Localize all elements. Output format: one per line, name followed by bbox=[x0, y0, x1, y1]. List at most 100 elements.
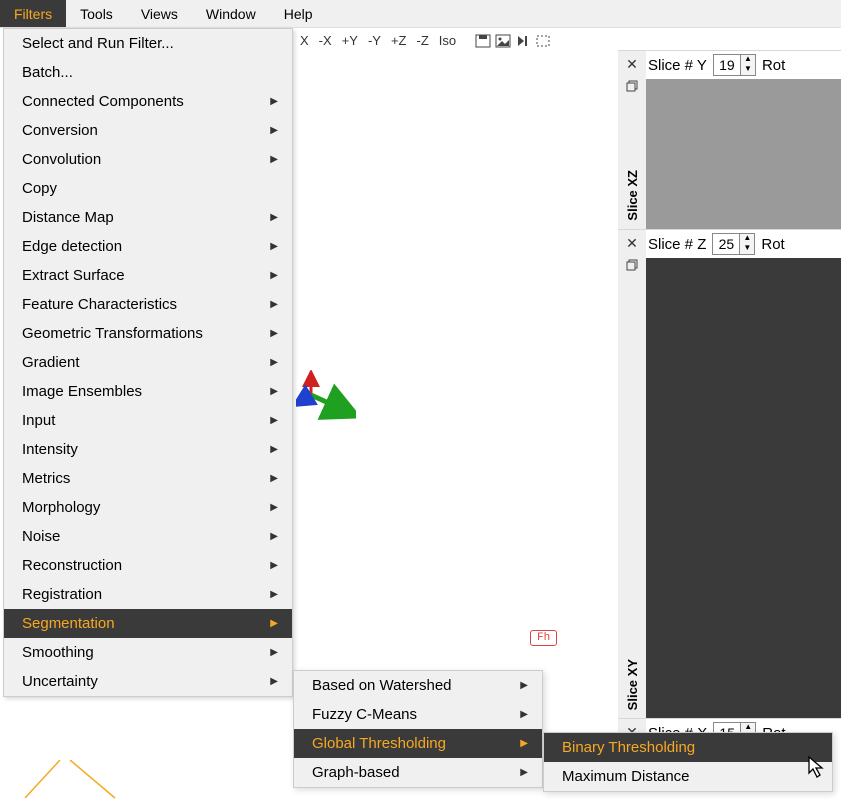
submenu-arrow-icon: ▶ bbox=[270, 502, 278, 513]
submenu-arrow-icon: ▶ bbox=[270, 618, 278, 629]
globalthresh-item-0[interactable]: Binary Thresholding bbox=[544, 733, 832, 762]
close-icon[interactable]: ✕ bbox=[623, 55, 641, 73]
axis-btn-ny[interactable]: -Y bbox=[364, 31, 385, 50]
restore-icon[interactable] bbox=[623, 256, 641, 274]
segmentation-item-3[interactable]: Graph-based▶ bbox=[294, 758, 542, 787]
filters-item-5[interactable]: Copy bbox=[4, 174, 292, 203]
segmentation-item-2[interactable]: Global Thresholding▶ bbox=[294, 729, 542, 758]
filters-label: Edge detection bbox=[22, 238, 122, 255]
globalthresh-item-1[interactable]: Maximum Distance bbox=[544, 762, 832, 791]
canvas-xz[interactable] bbox=[646, 79, 841, 229]
filters-item-16[interactable]: Morphology▶ bbox=[4, 493, 292, 522]
close-icon[interactable]: ✕ bbox=[623, 234, 641, 252]
filters-label: Batch... bbox=[22, 64, 73, 81]
menu-tools[interactable]: Tools bbox=[66, 0, 127, 27]
submenu-arrow-icon: ▶ bbox=[270, 96, 278, 107]
filters-label: Reconstruction bbox=[22, 557, 122, 574]
filters-label: Conversion bbox=[22, 122, 98, 139]
submenu-arrow-icon: ▶ bbox=[270, 444, 278, 455]
filters-item-13[interactable]: Input▶ bbox=[4, 406, 292, 435]
filters-label: Metrics bbox=[22, 470, 70, 487]
filters-label: Convolution bbox=[22, 151, 101, 168]
menu-views[interactable]: Views bbox=[127, 0, 192, 27]
filters-item-2[interactable]: Connected Components ▶ bbox=[4, 87, 292, 116]
segmentation-item-0[interactable]: Based on Watershed ▶ bbox=[294, 671, 542, 700]
segmentation-label: Based on Watershed bbox=[312, 677, 452, 694]
menu-window[interactable]: Window bbox=[192, 0, 270, 27]
submenu-arrow-icon: ▶ bbox=[520, 738, 528, 749]
globalthresh-label: Maximum Distance bbox=[562, 768, 690, 785]
filters-item-21[interactable]: Smoothing▶ bbox=[4, 638, 292, 667]
rot-label-xy: Rot bbox=[761, 236, 784, 253]
decorative-lines bbox=[20, 760, 140, 800]
submenu-arrow-icon: ▶ bbox=[270, 473, 278, 484]
logo-fh: Fh bbox=[530, 630, 557, 646]
axis-btn-x[interactable]: X bbox=[296, 31, 313, 50]
filters-item-15[interactable]: Metrics ▶ bbox=[4, 464, 292, 493]
axis-btn-iso[interactable]: Iso bbox=[435, 31, 460, 50]
filters-item-18[interactable]: Reconstruction▶ bbox=[4, 551, 292, 580]
filters-item-7[interactable]: Edge detection ▶ bbox=[4, 232, 292, 261]
filters-label: Gradient bbox=[22, 354, 80, 371]
globalthresh-label: Binary Thresholding bbox=[562, 739, 695, 756]
submenu-arrow-icon: ▶ bbox=[270, 299, 278, 310]
save-icon[interactable] bbox=[474, 33, 492, 49]
slice-y-spinner[interactable]: ▲▼ bbox=[713, 54, 756, 76]
mouse-cursor-icon bbox=[807, 755, 827, 779]
menu-filters[interactable]: Filters bbox=[0, 0, 66, 27]
filters-item-0[interactable]: Select and Run Filter... bbox=[4, 29, 292, 58]
panel-xy: ✕ Slice XY Slice # Z ▲▼ Rot bbox=[618, 229, 841, 718]
filters-label: Connected Components bbox=[22, 93, 184, 110]
submenu-arrow-icon: ▶ bbox=[520, 680, 528, 691]
filters-item-19[interactable]: Registration▶ bbox=[4, 580, 292, 609]
filters-item-12[interactable]: Image Ensembles▶ bbox=[4, 377, 292, 406]
spin-down-icon[interactable]: ▼ bbox=[740, 244, 754, 254]
filters-label: Select and Run Filter... bbox=[22, 35, 174, 52]
filters-item-1[interactable]: Batch... bbox=[4, 58, 292, 87]
menu-help[interactable]: Help bbox=[270, 0, 327, 27]
submenu-arrow-icon: ▶ bbox=[270, 328, 278, 339]
slice-z-spinner[interactable]: ▲▼ bbox=[712, 233, 755, 255]
rot-label-xz: Rot bbox=[762, 57, 785, 74]
filters-item-4[interactable]: Convolution▶ bbox=[4, 145, 292, 174]
restore-icon[interactable] bbox=[623, 77, 641, 95]
view-toolbar: X -X +Y -Y +Z -Z Iso bbox=[296, 31, 552, 50]
filters-label: Image Ensembles bbox=[22, 383, 142, 400]
axis-widget bbox=[296, 370, 356, 430]
filters-item-8[interactable]: Extract Surface▶ bbox=[4, 261, 292, 290]
submenu-arrow-icon: ▶ bbox=[270, 676, 278, 687]
panel-title-xy: Slice XY bbox=[625, 659, 640, 710]
filters-item-3[interactable]: Conversion▶ bbox=[4, 116, 292, 145]
axis-btn-nz[interactable]: -Z bbox=[412, 31, 432, 50]
filters-item-14[interactable]: Intensity▶ bbox=[4, 435, 292, 464]
submenu-arrow-icon: ▶ bbox=[270, 589, 278, 600]
filters-item-9[interactable]: Feature Characteristics▶ bbox=[4, 290, 292, 319]
axis-btn-pz[interactable]: +Z bbox=[387, 31, 411, 50]
filters-item-6[interactable]: Distance Map▶ bbox=[4, 203, 292, 232]
panel-title-xz: Slice XZ bbox=[625, 170, 640, 221]
filters-item-11[interactable]: Gradient ▶ bbox=[4, 348, 292, 377]
filters-item-10[interactable]: Geometric Transformations▶ bbox=[4, 319, 292, 348]
submenu-arrow-icon: ▶ bbox=[520, 709, 528, 720]
skip-icon[interactable] bbox=[514, 33, 532, 49]
select-icon[interactable] bbox=[534, 33, 552, 49]
canvas-xy[interactable] bbox=[646, 258, 841, 718]
menubar: Filters Tools Views Window Help bbox=[0, 0, 841, 28]
image-icon[interactable] bbox=[494, 33, 512, 49]
spin-down-icon[interactable]: ▼ bbox=[741, 65, 755, 75]
axis-btn-nx[interactable]: -X bbox=[315, 31, 336, 50]
slice-y-value[interactable] bbox=[714, 57, 740, 73]
slice-label-z: Slice # Z bbox=[648, 236, 706, 253]
filters-item-22[interactable]: Uncertainty ▶ bbox=[4, 667, 292, 696]
filters-item-20[interactable]: Segmentation▶ bbox=[4, 609, 292, 638]
submenu-arrow-icon: ▶ bbox=[270, 241, 278, 252]
submenu-arrow-icon: ▶ bbox=[270, 357, 278, 368]
filters-label: Uncertainty bbox=[22, 673, 98, 690]
axis-btn-py[interactable]: +Y bbox=[338, 31, 362, 50]
filters-label: Input bbox=[22, 412, 55, 429]
slice-z-value[interactable] bbox=[713, 236, 739, 252]
filters-item-17[interactable]: Noise▶ bbox=[4, 522, 292, 551]
panel-xz: ✕ Slice XZ Slice # Y ▲▼ Rot bbox=[618, 50, 841, 229]
filters-label: Noise bbox=[22, 528, 60, 545]
segmentation-item-1[interactable]: Fuzzy C-Means▶ bbox=[294, 700, 542, 729]
